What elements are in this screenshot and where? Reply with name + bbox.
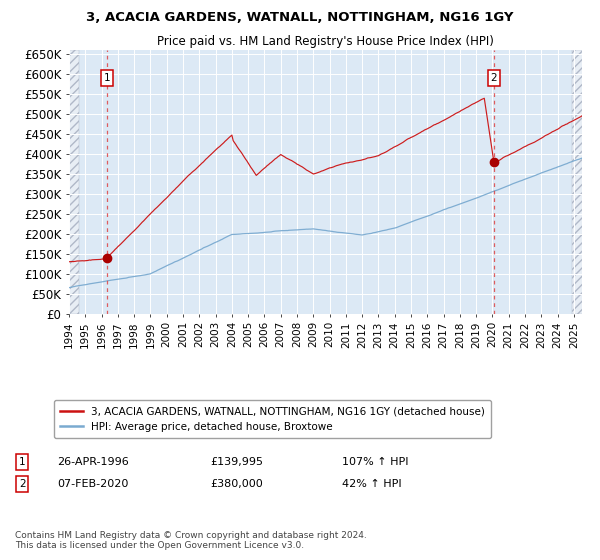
Text: 42% ↑ HPI: 42% ↑ HPI [342, 479, 401, 489]
Text: 26-APR-1996: 26-APR-1996 [57, 457, 129, 467]
Text: 107% ↑ HPI: 107% ↑ HPI [342, 457, 409, 467]
Text: 2: 2 [491, 73, 497, 83]
Text: 1: 1 [19, 457, 26, 467]
Text: 1: 1 [103, 73, 110, 83]
Text: 3, ACACIA GARDENS, WATNALL, NOTTINGHAM, NG16 1GY: 3, ACACIA GARDENS, WATNALL, NOTTINGHAM, … [86, 11, 514, 24]
Text: 2: 2 [19, 479, 26, 489]
Title: Price paid vs. HM Land Registry's House Price Index (HPI): Price paid vs. HM Land Registry's House … [157, 35, 494, 48]
Text: £380,000: £380,000 [210, 479, 263, 489]
Bar [572, 50, 596, 314]
Legend: 3, ACACIA GARDENS, WATNALL, NOTTINGHAM, NG16 1GY (detached house), HPI: Average : 3, ACACIA GARDENS, WATNALL, NOTTINGHAM, … [53, 400, 491, 438]
Text: Contains HM Land Registry data © Crown copyright and database right 2024.
This d: Contains HM Land Registry data © Crown c… [15, 530, 367, 550]
Text: 07-FEB-2020: 07-FEB-2020 [57, 479, 128, 489]
Bar [69, 50, 79, 314]
Text: £139,995: £139,995 [210, 457, 263, 467]
